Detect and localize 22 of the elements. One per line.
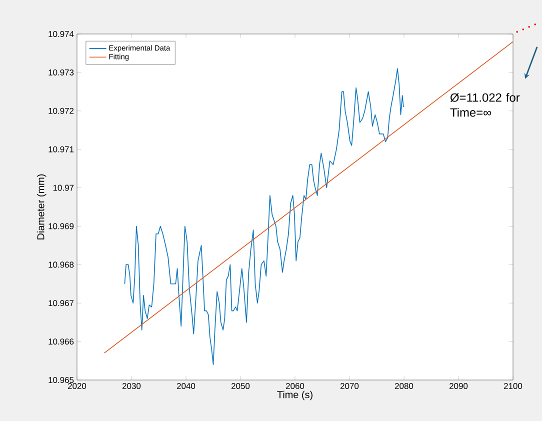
y-tick-label: 10.973: [48, 69, 74, 76]
x-axis-title: Time (s): [277, 390, 312, 400]
y-tick-label: 10.968: [48, 262, 74, 268]
annotation: Ø=11.022 for Time=∞: [450, 93, 520, 117]
x-tick-label: 2040: [177, 383, 196, 390]
x-tick-label: 2080: [395, 383, 414, 390]
x-tick-label: 2020: [68, 383, 86, 390]
x-tick-label: 2030: [122, 383, 141, 390]
y-tick-label: 10.967: [48, 300, 74, 306]
x-tick-label: 2100: [504, 383, 522, 390]
y-tick-label: 10.965: [48, 377, 74, 383]
x-tick-label: 2070: [340, 383, 359, 390]
x-tick-label: 2090: [450, 383, 468, 390]
y-tick-label: 10.969: [48, 223, 74, 230]
y-tick-label: 10.971: [48, 146, 74, 152]
x-tick-label: 2050: [232, 383, 250, 390]
y-tick-label: 10.972: [48, 108, 74, 114]
y-tick-label: 10.974: [48, 31, 74, 37]
y-tick-label: 10.97: [53, 184, 74, 191]
y-axis-title: Diameter (mm): [36, 174, 46, 240]
x-tick-label: 2060: [286, 383, 304, 390]
y-tick-label: 10.966: [48, 338, 74, 345]
